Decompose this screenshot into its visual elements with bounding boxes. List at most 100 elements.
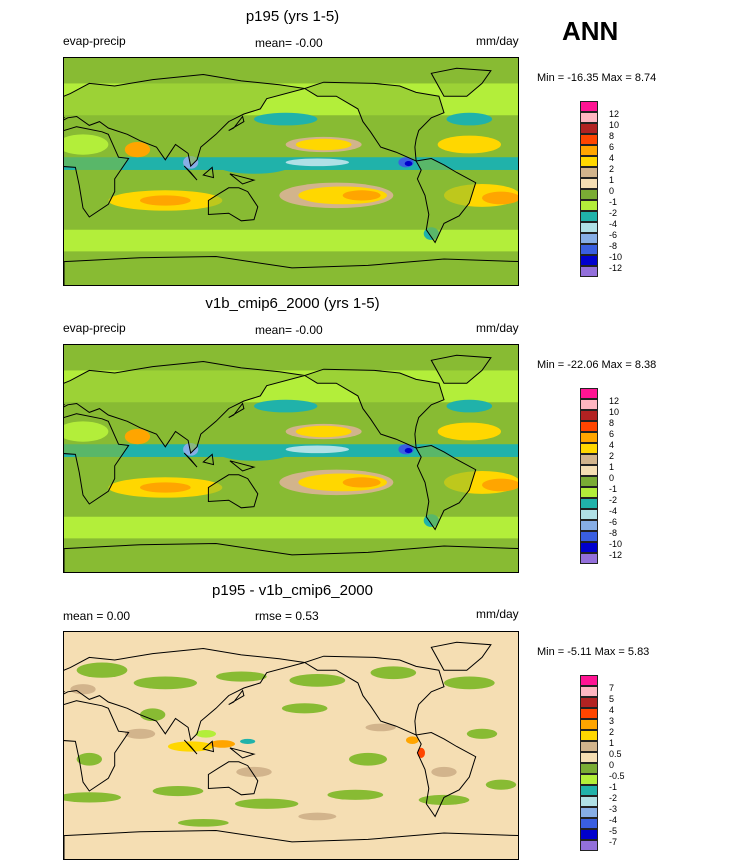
southern-ocean-band bbox=[64, 516, 518, 539]
diff-south-china-sea bbox=[195, 729, 216, 738]
coastline bbox=[415, 731, 477, 818]
colorbar-swatch bbox=[580, 134, 598, 145]
land-fill bbox=[431, 68, 491, 97]
colorbar-tick-label: 3 bbox=[609, 716, 615, 726]
colorbar-swatch bbox=[580, 189, 598, 200]
land-fill bbox=[64, 361, 305, 454]
coastline bbox=[64, 413, 130, 505]
rmse-label: rmse = 0.53 bbox=[255, 609, 319, 623]
colorbar-swatch bbox=[580, 244, 598, 255]
colorbar-swatch bbox=[580, 487, 598, 498]
colorbar-swatch bbox=[580, 123, 598, 134]
colorbar-swatch bbox=[580, 112, 598, 123]
colorbar-swatch bbox=[580, 542, 598, 553]
warm-pool bbox=[218, 445, 290, 461]
subtropic-south-atlantic-max bbox=[482, 478, 518, 492]
coastline bbox=[202, 740, 215, 753]
coastline bbox=[228, 689, 245, 705]
colorbar-tick-label: -0.5 bbox=[609, 771, 625, 781]
min-max-label: Min = -5.11 Max = 5.83 bbox=[537, 646, 650, 658]
colorbar-tick-label: 1 bbox=[609, 738, 615, 748]
coastline bbox=[183, 452, 198, 468]
season-label: ANN bbox=[562, 16, 619, 46]
colorbar-swatch bbox=[580, 708, 598, 719]
land-fill bbox=[208, 474, 258, 508]
colorbar-swatch bbox=[580, 498, 598, 509]
colorbar-swatch bbox=[580, 167, 598, 178]
diff-negative-patch bbox=[64, 792, 121, 803]
colorbar-tick-label: -8 bbox=[609, 528, 618, 538]
colorbar-tick-label: -2 bbox=[609, 495, 618, 505]
units-label: mm/day bbox=[476, 607, 519, 621]
diff-positive-patch bbox=[298, 812, 337, 821]
diff-negative-patch bbox=[370, 666, 417, 680]
colorbar-swatch bbox=[580, 829, 598, 840]
coastline bbox=[207, 474, 259, 509]
coastline bbox=[207, 761, 259, 796]
colorbar-swatch bbox=[580, 840, 598, 851]
colorbar-tick-label: -1 bbox=[609, 197, 618, 207]
east-pacific-max bbox=[404, 161, 413, 167]
colorbar-tick-label: -2 bbox=[609, 208, 618, 218]
diff-mean-label: mean = 0.00 bbox=[63, 609, 131, 623]
colorbar-tick-label: 8 bbox=[609, 418, 615, 428]
colorbar-swatch bbox=[580, 675, 598, 686]
southern-ocean-band bbox=[64, 229, 518, 252]
subtropic-north-atlantic bbox=[437, 135, 502, 154]
coastline bbox=[202, 453, 215, 466]
colorbar-swatch bbox=[580, 443, 598, 454]
colorbar-tick-label: 10 bbox=[609, 407, 620, 417]
colorbar-swatch bbox=[580, 399, 598, 410]
diff-negative-patch bbox=[418, 794, 470, 806]
colorbar-swatch bbox=[580, 410, 598, 421]
colorbar-tick-label: 12 bbox=[609, 109, 620, 119]
colorbar-tick-label: 2 bbox=[609, 164, 615, 174]
colorbar-swatch bbox=[580, 476, 598, 487]
variable-label: evap-precip bbox=[63, 321, 126, 335]
diff-negative-patch bbox=[152, 785, 204, 797]
colorbar-tick-label: -7 bbox=[609, 837, 618, 847]
subtropic-north-pacific-core bbox=[295, 138, 352, 151]
north-pacific-storm-track bbox=[254, 112, 318, 126]
colorbar-swatch bbox=[580, 719, 598, 730]
colorbar bbox=[580, 675, 598, 851]
diff-andes-max bbox=[417, 747, 426, 758]
colorbar-tick-label: -12 bbox=[609, 550, 623, 560]
mean-label: mean= -0.00 bbox=[255, 323, 323, 337]
colorbar-swatch bbox=[580, 553, 598, 564]
coastline bbox=[183, 165, 198, 181]
colorbar-swatch bbox=[580, 222, 598, 233]
diff-negative-patch bbox=[444, 676, 495, 690]
min-max-label: Min = -22.06 Max = 8.38 bbox=[537, 359, 657, 371]
colorbar bbox=[580, 388, 598, 564]
colorbar-swatch bbox=[580, 730, 598, 741]
colorbar-tick-label: -10 bbox=[609, 539, 623, 549]
colorbar-swatch bbox=[580, 156, 598, 167]
colorbar-swatch bbox=[580, 388, 598, 399]
land-fill bbox=[64, 74, 305, 167]
diff-negative-patch bbox=[178, 819, 229, 827]
arabian-sea bbox=[124, 428, 151, 445]
map-plot bbox=[63, 344, 519, 573]
colorbar-swatch bbox=[580, 200, 598, 211]
land-fill bbox=[208, 187, 258, 221]
coastline bbox=[64, 700, 130, 792]
diff-negative-patch bbox=[76, 752, 102, 766]
coastline bbox=[415, 157, 477, 244]
diff-negative-patch bbox=[281, 703, 328, 714]
subtropic-indian-max bbox=[140, 195, 191, 206]
units-label: mm/day bbox=[476, 34, 519, 48]
colorbar-tick-label: 12 bbox=[609, 396, 620, 406]
coastline bbox=[229, 747, 256, 759]
colorbar-tick-label: -2 bbox=[609, 793, 618, 803]
panel-title: p195 - v1b_cmip6_2000 bbox=[212, 582, 373, 599]
diff-east-pacific-positive bbox=[406, 736, 419, 744]
colorbar-swatch bbox=[580, 178, 598, 189]
diff-negative-patch bbox=[216, 671, 267, 682]
north-pacific-storm-track bbox=[254, 399, 318, 413]
colorbar-tick-label: 4 bbox=[609, 440, 615, 450]
coastline bbox=[64, 126, 130, 218]
diff-west-pacific-negative bbox=[240, 738, 256, 744]
colorbar-tick-label: -8 bbox=[609, 241, 618, 251]
subtropic-north-atlantic bbox=[437, 422, 502, 441]
